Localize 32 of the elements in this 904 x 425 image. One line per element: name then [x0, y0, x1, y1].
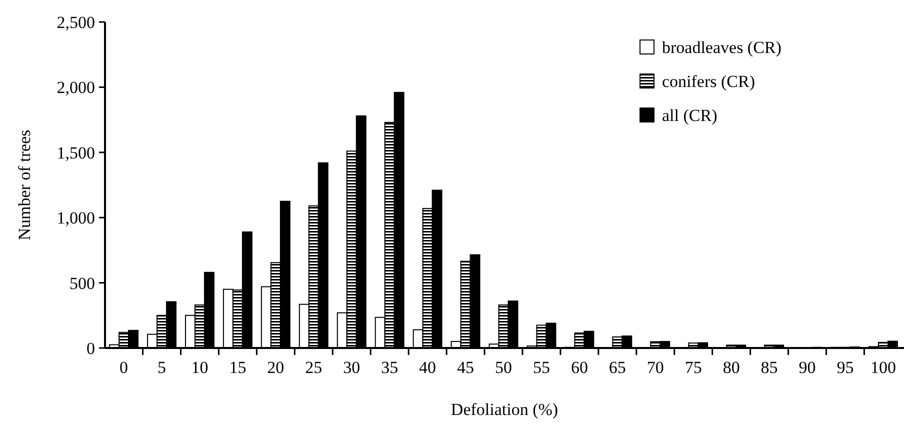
- y-tick-label: 0: [86, 338, 95, 358]
- x-tick-label: 35: [381, 358, 398, 377]
- x-tick-label: 75: [684, 358, 702, 377]
- x-tick-label: 100: [870, 358, 896, 377]
- x-tick-label: 90: [798, 358, 816, 377]
- legend-label: all (CR): [662, 106, 718, 125]
- x-tick-label: 30: [343, 358, 360, 377]
- x-tick-label: 55: [532, 358, 550, 377]
- y-tick-label: 2,000: [56, 78, 95, 98]
- y-axis-title: Number of trees: [15, 130, 34, 240]
- x-tick-label: 95: [836, 358, 854, 377]
- x-tick-label: 20: [267, 358, 284, 377]
- x-tick-label: 80: [722, 358, 740, 377]
- x-tick-label: 60: [570, 358, 588, 377]
- y-tick-label: 1,000: [56, 208, 95, 228]
- x-tick-label: 70: [646, 358, 664, 377]
- legend-label: broadleaves (CR): [662, 38, 782, 57]
- x-tick-label: 40: [419, 358, 436, 377]
- x-axis-title: Defoliation (%): [450, 400, 558, 419]
- x-tick-label: 10: [191, 358, 208, 377]
- x-tick-label: 45: [457, 358, 474, 377]
- x-tick-label: 0: [120, 358, 128, 377]
- x-tick-label: 85: [760, 358, 778, 377]
- x-tick-label: 15: [229, 358, 246, 377]
- x-tick-label: 65: [608, 358, 626, 377]
- legend-label: conifers (CR): [662, 72, 756, 91]
- y-tick-label: 1,500: [56, 143, 95, 162]
- x-tick-label: 25: [305, 358, 322, 377]
- x-tick-label: 5: [158, 358, 166, 377]
- y-tick-label: 2,500: [56, 12, 95, 32]
- y-tick-label: 500: [70, 274, 95, 293]
- x-tick-label: 50: [495, 358, 512, 377]
